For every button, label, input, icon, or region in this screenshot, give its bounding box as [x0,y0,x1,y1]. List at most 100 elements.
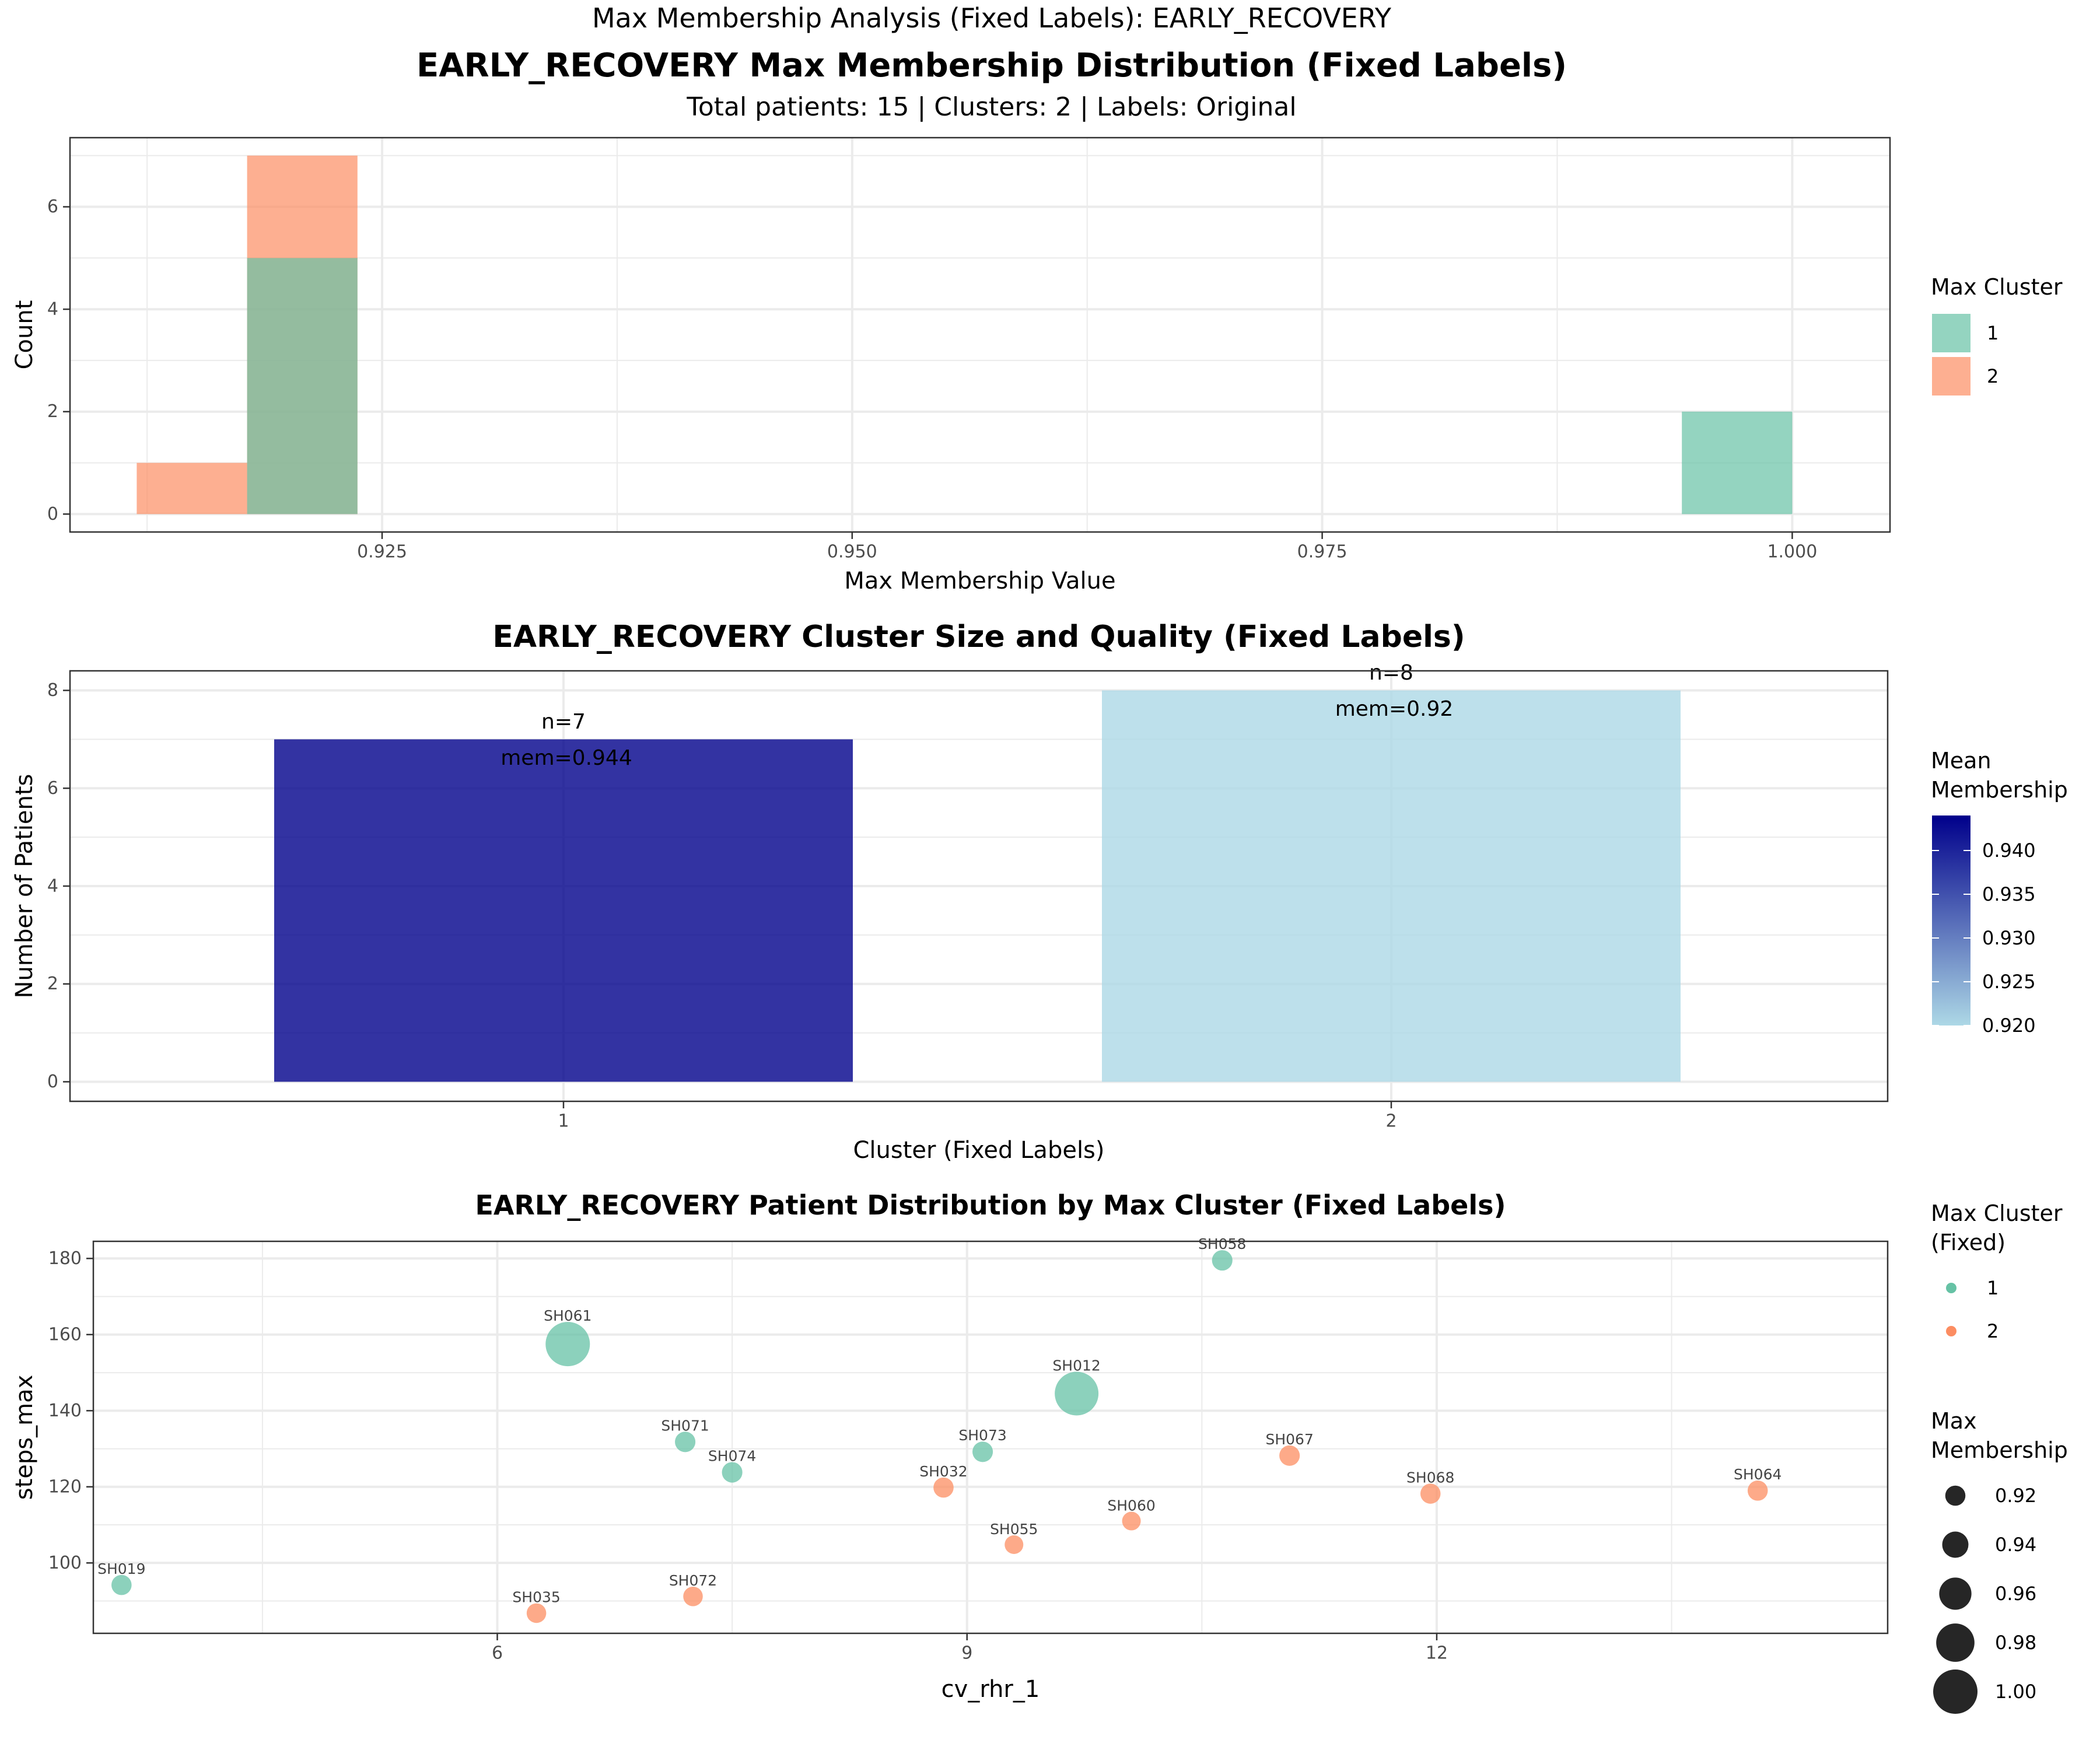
scatter-point-label: SH073 [958,1427,1006,1444]
bar-y-tick-label: 0 [47,1072,58,1092]
scatter-point-SH060 [1122,1511,1141,1531]
scatter-point-label: SH061 [544,1307,592,1324]
scatter-point-label: SH019 [97,1560,145,1577]
scatter-point-SH061 [545,1322,590,1367]
bar-legend-tick-label: 0.920 [1982,1014,2036,1037]
hist-y-tick-label: 4 [47,299,58,320]
bar-legend-tick-label: 0.930 [1982,927,2036,949]
scatter-point-SH067 [1279,1445,1300,1466]
scatter-point-label: SH071 [661,1417,709,1434]
scatter-legend-size-title: Membership [1931,1437,2068,1463]
scatter-point-SH071 [675,1432,696,1452]
hist-bar-cluster-2 [136,463,247,514]
hist-legend-label: 2 [1987,365,1999,387]
hist-panel-border [69,136,1891,533]
hist-legend-label: 1 [1987,322,1999,344]
scatter-legend-size-title: Max [1931,1408,1977,1434]
scatter-y-tick-label: 140 [48,1401,82,1421]
scatter-point-SH055 [1005,1535,1024,1554]
bar-label-mem: mem=0.944 [501,746,632,770]
scatter-point-SH012 [1055,1371,1099,1416]
scatter-y-tick-label: 100 [48,1553,82,1573]
hist-x-tick-label: 0.950 [827,542,877,562]
bar-label-mem: mem=0.92 [1335,697,1454,721]
scatter-legend-size-key [1933,1670,1978,1714]
bar-legend-colorbar [1932,816,1971,1026]
hist-bar-cluster-1 [1682,411,1793,514]
bar-x-axis-label: Cluster (Fixed Labels) [853,1137,1104,1164]
bar-x-tick-label: 1 [558,1111,569,1132]
figure-title: EARLY_RECOVERY Max Membership Distributi… [416,47,1567,85]
scatter-legend-size-key [1936,1623,1975,1662]
scatter-point-label: SH072 [669,1572,717,1589]
bar-legend-tick-label: 0.940 [1982,839,2036,862]
hist-x-tick-label: 0.925 [357,542,407,562]
hist-legend-swatch [1932,314,1971,352]
scatter-legend-size-key [1945,1485,1966,1506]
scatter-point-label: SH074 [708,1447,756,1464]
hist-legend-swatch [1932,357,1971,396]
scatter-point-label: SH058 [1198,1236,1246,1252]
bar-cluster-1 [274,739,853,1082]
hist-x-tick-label: 0.975 [1297,542,1348,562]
scatter-point-SH058 [1212,1250,1233,1271]
scatter-x-axis-label: cv_rhr_1 [942,1676,1040,1703]
hist-y-tick-label: 2 [47,401,58,422]
scatter-point-SH032 [933,1477,954,1498]
bar-cluster-2 [1102,690,1681,1082]
hist-x-axis-label: Max Membership Value [844,568,1115,594]
hist-legend-title: Max Cluster [1931,274,2063,300]
hist-bar-cluster-1 [247,258,358,514]
scatter-chart-title: EARLY_RECOVERY Patient Distribution by M… [475,1189,1506,1221]
bar-x-tick-label: 2 [1385,1111,1396,1132]
scatter-panel-border [92,1240,1889,1634]
bar-legend-tick-label: 0.935 [1982,883,2036,905]
scatter-legend-size-label: 0.94 [1995,1534,2036,1556]
scatter-point-SH073 [972,1441,993,1462]
bar-label-n: n=8 [1369,661,1413,685]
scatter-point-label: SH067 [1265,1431,1313,1448]
bar-legend-title: Mean [1931,748,1992,774]
scatter-point-label: SH068 [1406,1469,1454,1486]
bar-y-tick-label: 2 [47,974,58,994]
figure-subtitle: Total patients: 15 | Clusters: 2 | Label… [687,92,1297,122]
scatter-legend-size-label: 1.00 [1995,1681,2036,1703]
scatter-point-SH064 [1747,1480,1768,1501]
bar-chart-title: EARLY_RECOVERY Cluster Size and Quality … [492,620,1465,654]
scatter-legend-size-label: 0.96 [1995,1583,2036,1605]
figure-suptitle: Max Membership Analysis (Fixed Labels): … [592,2,1391,34]
scatter-point-SH074 [722,1462,743,1483]
scatter-y-tick-label: 160 [48,1324,82,1345]
bar-label-n: n=7 [541,710,586,734]
bar-y-tick-label: 6 [47,778,58,799]
scatter-point-label: SH012 [1052,1357,1100,1374]
bar-y-tick-label: 4 [47,876,58,897]
scatter-x-tick-label: 9 [961,1643,972,1664]
scatter-point-label: SH064 [1734,1466,1782,1483]
scatter-legend-size-label: 0.92 [1995,1485,2036,1507]
scatter-legend-color-key [1946,1283,1957,1293]
scatter-point-label: SH035 [512,1589,560,1606]
scatter-point-SH072 [683,1586,703,1606]
scatter-legend-color-label: 1 [1987,1277,1999,1299]
scatter-legend-size-key [1939,1577,1972,1610]
scatter-y-tick-label: 180 [48,1248,82,1269]
hist-x-tick-label: 1.000 [1767,542,1817,562]
scatter-legend-size-key [1942,1531,1969,1558]
scatter-point-label: SH055 [990,1521,1038,1538]
scatter-legend-color-title: Max Cluster [1931,1200,2063,1226]
bar-legend-tick-label: 0.925 [1982,971,2036,993]
scatter-y-axis-label: steps_max [11,1375,38,1500]
bar-y-axis-label: Number of Patients [11,774,38,999]
scatter-x-tick-label: 6 [492,1643,503,1664]
scatter-point-SH068 [1420,1483,1441,1504]
scatter-point-SH019 [111,1574,132,1595]
bar-y-tick-label: 8 [47,680,58,701]
hist-y-tick-label: 6 [47,197,58,217]
scatter-point-label: SH060 [1107,1497,1155,1514]
scatter-legend-color-key [1946,1326,1957,1336]
scatter-point-SH035 [526,1603,547,1623]
scatter-y-tick-label: 120 [48,1476,82,1497]
hist-y-axis-label: Count [11,300,38,370]
